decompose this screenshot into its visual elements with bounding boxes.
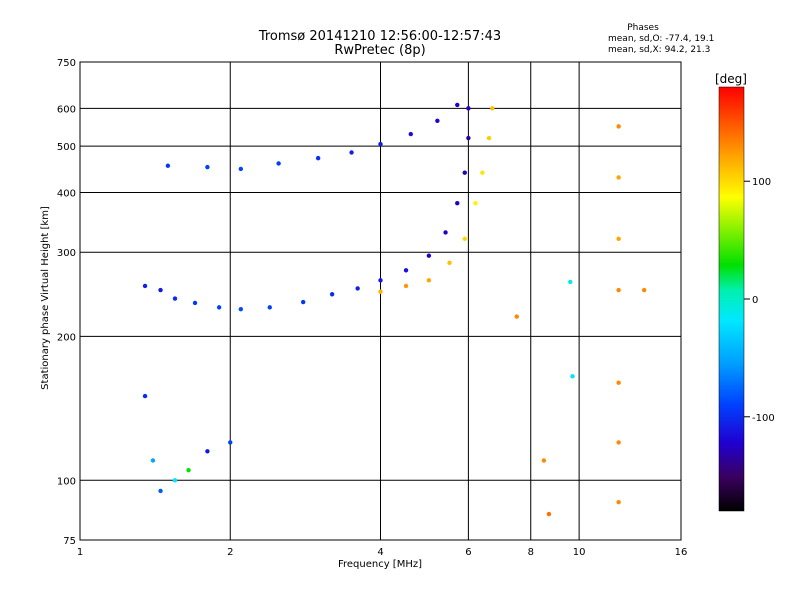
data-point <box>426 253 432 258</box>
y-tick-label: 600 <box>57 104 76 115</box>
data-point <box>486 135 492 141</box>
data-point <box>514 314 519 319</box>
data-point <box>466 106 471 111</box>
data-point <box>158 287 163 293</box>
data-point <box>462 236 467 242</box>
data-point <box>616 236 621 242</box>
data-point <box>165 163 171 168</box>
y-tick-label: 300 <box>57 248 76 259</box>
y-tick-label: 500 <box>57 142 76 153</box>
data-point <box>403 268 409 273</box>
x-tick-label: 4 <box>377 547 383 558</box>
colorbar <box>718 86 745 512</box>
data-point <box>276 161 281 166</box>
data-point <box>403 283 409 289</box>
data-point <box>447 260 452 266</box>
data-point <box>355 286 360 291</box>
data-point <box>570 374 575 379</box>
data-point <box>238 166 244 172</box>
data-point <box>142 283 148 289</box>
series-f-region-upper-trace <box>165 102 460 172</box>
data-point <box>172 478 178 483</box>
data-point <box>616 380 621 385</box>
data-point <box>378 278 383 283</box>
data-point <box>616 499 621 505</box>
data-point <box>568 279 573 285</box>
colorbar-ticks: 100 0 -100 <box>744 177 775 424</box>
colorbar-tick-label: -100 <box>752 413 775 424</box>
data-point <box>192 300 198 306</box>
x-tick-label: 2 <box>227 547 233 558</box>
y-tick-label: 75 <box>63 536 76 547</box>
series-low-height-echoes <box>142 393 233 494</box>
data-point <box>616 440 621 445</box>
data-point <box>480 170 485 175</box>
y-tick-label: 750 <box>57 58 76 69</box>
data-point <box>238 306 244 312</box>
data-point <box>315 155 321 161</box>
colorbar-label: [deg] <box>715 72 747 86</box>
phase-stats-x: mean, sd,X: 94.2, 21.3 <box>608 45 710 55</box>
data-point <box>546 511 552 517</box>
data-point <box>142 393 148 399</box>
x-axis-label: Frequency [MHz] <box>338 559 422 570</box>
data-point <box>641 287 647 293</box>
data-point <box>490 106 495 111</box>
data-point <box>466 135 471 141</box>
phase-stats-o: mean, sd,O: -77.4, 19.1 <box>608 34 714 44</box>
data-point <box>616 175 621 180</box>
data-point <box>443 230 448 235</box>
data-point <box>205 164 210 170</box>
y-tick-label: 400 <box>57 188 76 199</box>
data-point <box>616 124 621 129</box>
data-point <box>426 278 432 283</box>
phase-stats-heading: Phases <box>627 23 659 33</box>
x-tick-label: 10 <box>573 547 586 558</box>
data-point <box>616 287 621 293</box>
x-tick-label: 1 <box>77 547 83 558</box>
colorbar-tick-label: 100 <box>752 177 771 188</box>
data-point <box>216 305 222 310</box>
data-point <box>300 299 306 305</box>
data-point <box>349 150 354 155</box>
y-axis-label: Stationary phase Virtual Height [km] <box>40 206 51 390</box>
data-point <box>172 296 178 301</box>
chart-title: Tromsø 20141210 12:56:00-12:57:43 <box>258 29 501 44</box>
data-point <box>228 440 233 445</box>
data-point <box>378 289 383 294</box>
axis-tick-labels: 1 2 4 6 8 10 16 75 100 200 300 400 500 600 750 <box>57 58 687 558</box>
y-tick-label: 100 <box>57 476 76 487</box>
plot-frame <box>79 61 682 541</box>
data-points <box>142 102 647 517</box>
series-sparse-high-frequency-echoes <box>514 124 647 517</box>
data-point <box>186 467 191 473</box>
data-point <box>408 131 413 137</box>
x-tick-label: 6 <box>465 547 471 558</box>
series-x-mode-trace <box>378 106 495 294</box>
series-f-region-lower-trace <box>142 106 471 312</box>
y-tick-label: 200 <box>57 332 76 343</box>
data-point <box>455 102 460 108</box>
data-point <box>150 458 156 463</box>
colorbar-tick-label: 0 <box>752 295 758 306</box>
chart-subtitle: RwPretec (8p) <box>334 43 425 58</box>
grid-lines <box>80 62 681 540</box>
data-point <box>455 200 460 206</box>
data-point <box>329 292 335 297</box>
data-point <box>205 449 210 454</box>
data-point <box>473 200 478 206</box>
data-point <box>435 118 440 124</box>
data-point <box>462 170 467 175</box>
x-tick-label: 8 <box>528 547 534 558</box>
x-tick-label: 16 <box>675 547 688 558</box>
data-point <box>158 488 163 494</box>
data-point <box>267 305 272 310</box>
data-point <box>378 141 383 147</box>
data-point <box>541 458 547 463</box>
